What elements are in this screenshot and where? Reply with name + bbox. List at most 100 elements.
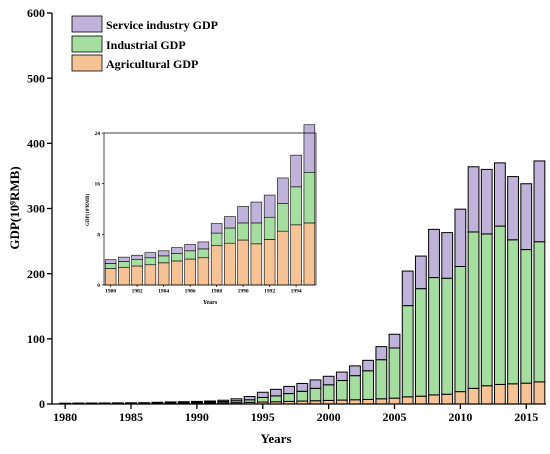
inset-x-tick-label-1986: 1986 (185, 289, 196, 295)
inset-bar-agricultural-1991 (250, 243, 263, 286)
bar-industrial-1995 (256, 396, 269, 403)
inset-bar-service-1995 (303, 124, 316, 173)
bar-agricultural-2006 (401, 396, 414, 405)
inset-bar-industrial-1983 (144, 257, 157, 266)
inset-bar-agricultural-1982 (131, 265, 143, 286)
bar-agricultural-2014 (507, 383, 519, 405)
bar-service-1997 (283, 385, 296, 395)
inset-x-tick-label-1984: 1984 (158, 289, 169, 295)
y-tick-label-0: 0 (39, 397, 45, 411)
bar-service-1992 (217, 399, 230, 403)
inset-axes: 0 8 16 24 1980 1982 1984 1986 1988 1990 1992 1994 (95, 131, 317, 295)
inset-chart: 0 8 16 24 1980 1982 1984 1986 1988 1990 1992 1994 Y… (85, 124, 317, 306)
y-tick-label-600: 600 (27, 6, 45, 20)
bar-service-2013 (493, 162, 506, 227)
inset-bar-agricultural-1981 (118, 266, 130, 286)
legend-swatch-service (71, 15, 103, 33)
legend-label-industrial: Industrial GDP (106, 38, 186, 52)
bar-industrial-2003 (362, 370, 375, 400)
y-tick-label-100: 100 (27, 332, 45, 346)
x-tick-label-2005: 2005 (383, 410, 407, 424)
inset-bar-service-1993 (277, 177, 289, 204)
y-tick-label-500: 500 (27, 71, 45, 85)
bar-service-2001 (335, 371, 348, 382)
inset-bar-agricultural-1985 (171, 260, 183, 286)
inset-bar-industrial-1990 (237, 222, 249, 241)
bar-industrial-2005 (388, 347, 401, 399)
bar-service-2009 (441, 232, 454, 279)
bar-service-1993 (230, 398, 243, 402)
inset-bar-service-1982 (131, 254, 143, 260)
y-axis-title: GDP(10⁹RMB) (7, 166, 22, 249)
bar-agricultural-2010 (454, 391, 467, 405)
bar-industrial-2012 (480, 233, 493, 387)
bar-service-2004 (375, 346, 388, 361)
legend: Service industry GDP Industrial GDP Agri… (71, 15, 218, 72)
inset-y-tick-label-0: 0 (97, 283, 100, 289)
inset-bar-industrial-1993 (277, 203, 289, 232)
x-tick-label-1990: 1990 (185, 410, 209, 424)
main-bars (59, 160, 546, 405)
y-tick-label-300: 300 (27, 202, 45, 216)
x-tick-label-2000: 2000 (317, 410, 341, 424)
bar-service-1991 (204, 400, 216, 403)
legend-label-service: Service industry GDP (106, 18, 218, 32)
inset-bar-industrial-1981 (118, 261, 130, 268)
bar-service-1994 (243, 396, 256, 401)
inset-bar-agricultural-1986 (184, 258, 196, 286)
bar-service-1988 (164, 401, 177, 404)
bar-industrial-1997 (283, 393, 296, 402)
inset-bar-service-1985 (171, 247, 183, 254)
bar-industrial-1998 (296, 390, 309, 402)
inset-bar-agricultural-1980 (104, 268, 117, 286)
bar-agricultural-2009 (441, 393, 454, 405)
bar-agricultural-2016 (533, 381, 546, 405)
bar-industrial-2002 (349, 375, 361, 401)
inset-x-tick-label-1992: 1992 (264, 289, 275, 295)
bar-service-2015 (520, 183, 533, 251)
bar-industrial-2004 (375, 359, 388, 400)
bar-agricultural-2012 (480, 385, 493, 405)
bar-industrial-2010 (454, 266, 467, 393)
inset-bar-service-1994 (290, 154, 302, 188)
y-tick-label-200: 200 (27, 267, 45, 281)
bar-industrial-2006 (401, 305, 414, 398)
bar-service-2014 (507, 176, 519, 241)
inset-bar-industrial-1991 (250, 222, 263, 245)
inset-bar-agricultural-1984 (157, 262, 170, 286)
inset-bar-service-1990 (237, 206, 249, 224)
bar-service-2006 (401, 270, 414, 307)
bar-industrial-1999 (309, 387, 322, 402)
inset-x-tick-label-1988: 1988 (211, 289, 222, 295)
inset-bar-industrial-1994 (290, 186, 302, 226)
inset-x-tick-label-1990: 1990 (238, 289, 249, 295)
inset-bar-service-1992 (263, 194, 276, 218)
bar-agricultural-2015 (520, 382, 533, 405)
inset-bar-agricultural-1992 (263, 239, 276, 286)
x-tick-label-1995: 1995 (251, 410, 275, 424)
bar-agricultural-2004 (375, 398, 388, 405)
inset-x-tick-label-1982: 1982 (132, 289, 143, 295)
inset-bar-service-1988 (210, 223, 223, 234)
bar-industrial-1996 (270, 395, 282, 403)
x-tick-label-2015: 2015 (514, 410, 538, 424)
inset-x-axis-title: Years (203, 300, 218, 306)
inset-bar-service-1991 (250, 201, 263, 224)
x-axis-title: Years (260, 431, 291, 446)
inset-bar-service-1986 (184, 244, 196, 252)
x-tick-label-2010: 2010 (448, 410, 472, 424)
inset-bar-industrial-1982 (131, 259, 143, 267)
inset-bar-industrial-1985 (171, 253, 183, 262)
bar-industrial-2001 (335, 380, 348, 401)
x-tick-label-1980: 1980 (53, 410, 77, 424)
bar-service-2005 (388, 333, 401, 349)
inset-bar-service-1983 (144, 252, 157, 259)
legend-label-agricultural: Agricultural GDP (106, 57, 198, 71)
bar-service-1990 (191, 400, 203, 403)
bar-service-2000 (322, 375, 335, 386)
inset-bar-service-1984 (157, 250, 170, 257)
bar-industrial-2007 (414, 288, 427, 397)
bar-agricultural-2008 (428, 394, 440, 405)
inset-bars (104, 124, 316, 286)
bar-service-2003 (362, 359, 375, 372)
